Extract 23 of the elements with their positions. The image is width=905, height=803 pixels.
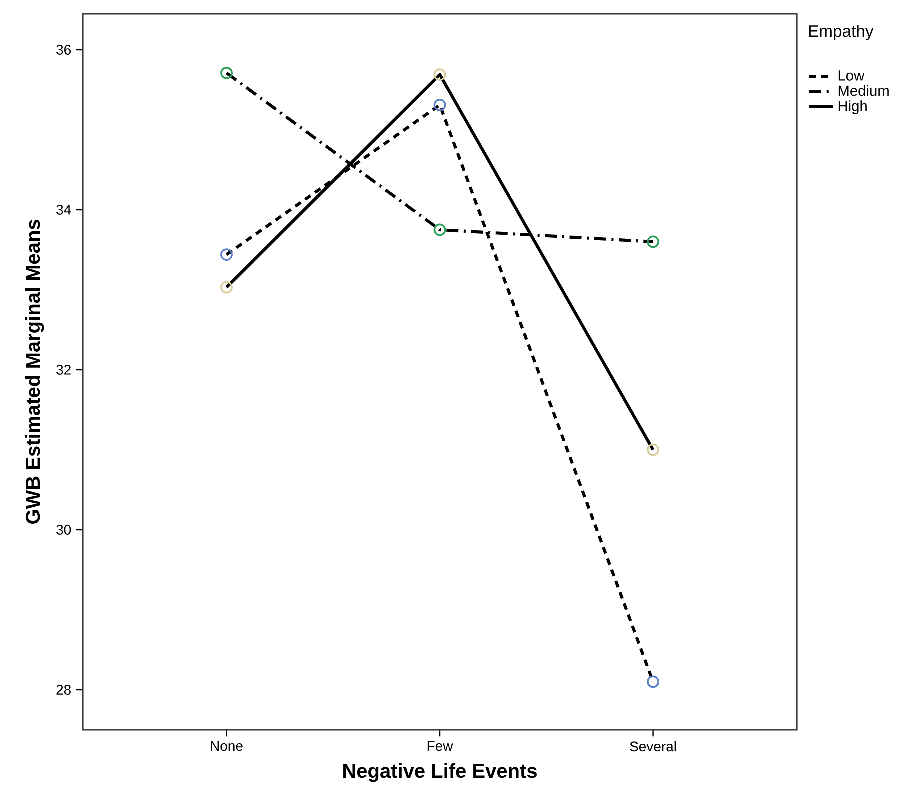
point (434, 98, 446, 112)
legend-label: High (838, 100, 867, 114)
y-axis-title: GWB Estimated Marginal Means (26, 220, 44, 524)
x-tick-label: Few (428, 741, 454, 752)
point (647, 676, 660, 688)
point (220, 248, 233, 261)
point (647, 236, 660, 248)
y-tick-label: 30 (56, 525, 72, 535)
x-tick-label: None (211, 741, 243, 752)
legend-title: Empathy (809, 24, 874, 41)
legend-label: Medium (838, 85, 889, 96)
point (220, 66, 233, 80)
point (434, 68, 446, 81)
point (220, 281, 233, 294)
y-tick-label: 36 (56, 45, 72, 55)
legend-label: Low (838, 70, 865, 81)
y-tick-label: 28 (56, 685, 72, 695)
point (434, 224, 446, 236)
y-tick-label: 34 (56, 205, 72, 215)
x-tick-label: Several (630, 741, 676, 752)
y-tick-label: 32 (56, 365, 71, 375)
point (647, 444, 660, 456)
x-axis-title: Negative Life Events (344, 763, 537, 782)
